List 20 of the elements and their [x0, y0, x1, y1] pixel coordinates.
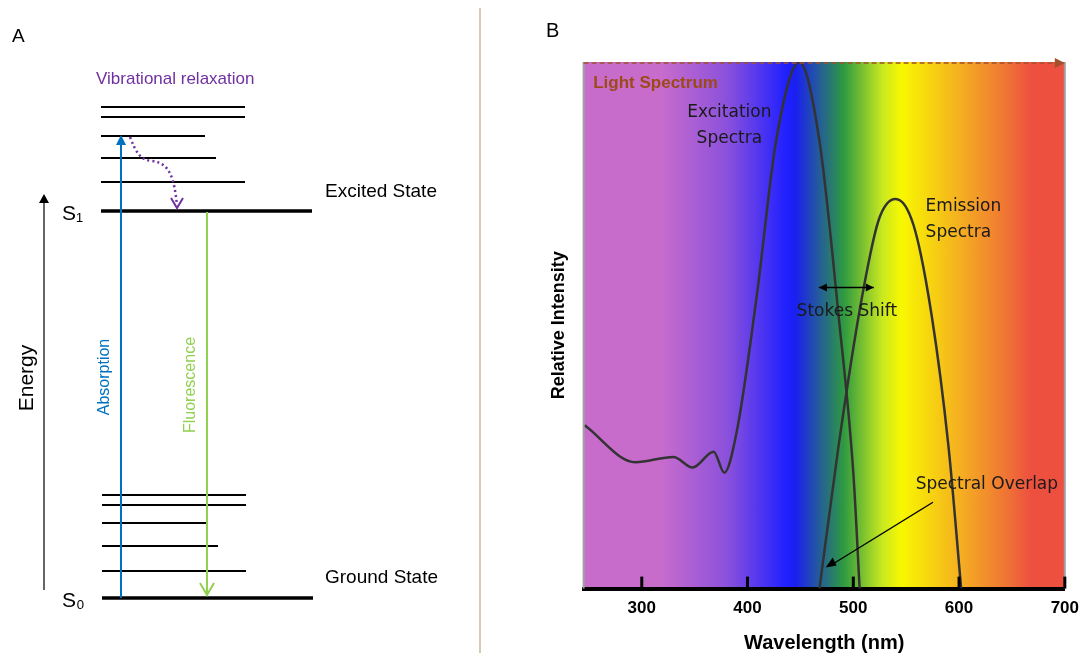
x-tick-label: 500 [839, 598, 868, 618]
text: Vibrational relaxation [96, 69, 255, 88]
series-label: Excitation Spectra [687, 101, 772, 147]
x-tick-label: 700 [1050, 598, 1080, 618]
x-tick-label: 300 [627, 598, 656, 618]
x-tick-label: 600 [944, 598, 974, 618]
text: Fluorescence [181, 336, 198, 434]
x-axis-title: Wavelength (nm) [744, 630, 905, 653]
text: Excited State [325, 180, 437, 201]
text: Ground State [325, 566, 439, 587]
annotation: Light Spectrum [593, 73, 718, 93]
text: S₁ [62, 201, 84, 224]
text: Absorption [95, 338, 112, 416]
x-tick-label: 400 [733, 598, 762, 618]
text: S₀ [62, 588, 85, 611]
y-axis-title: Relative Intensity [547, 251, 568, 400]
chart-title: B [546, 19, 560, 41]
series-label: Emission Spectra [925, 194, 1002, 241]
text: A [12, 25, 25, 46]
text: Energy [14, 344, 37, 412]
